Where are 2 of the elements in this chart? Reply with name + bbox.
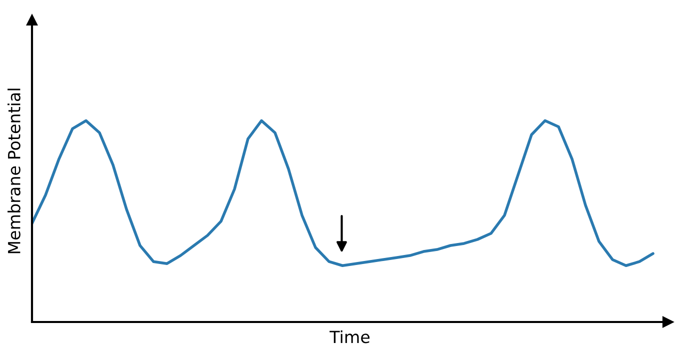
x-axis-title: Time <box>330 330 370 344</box>
y-axis-title: Membrane Potential <box>8 88 20 254</box>
